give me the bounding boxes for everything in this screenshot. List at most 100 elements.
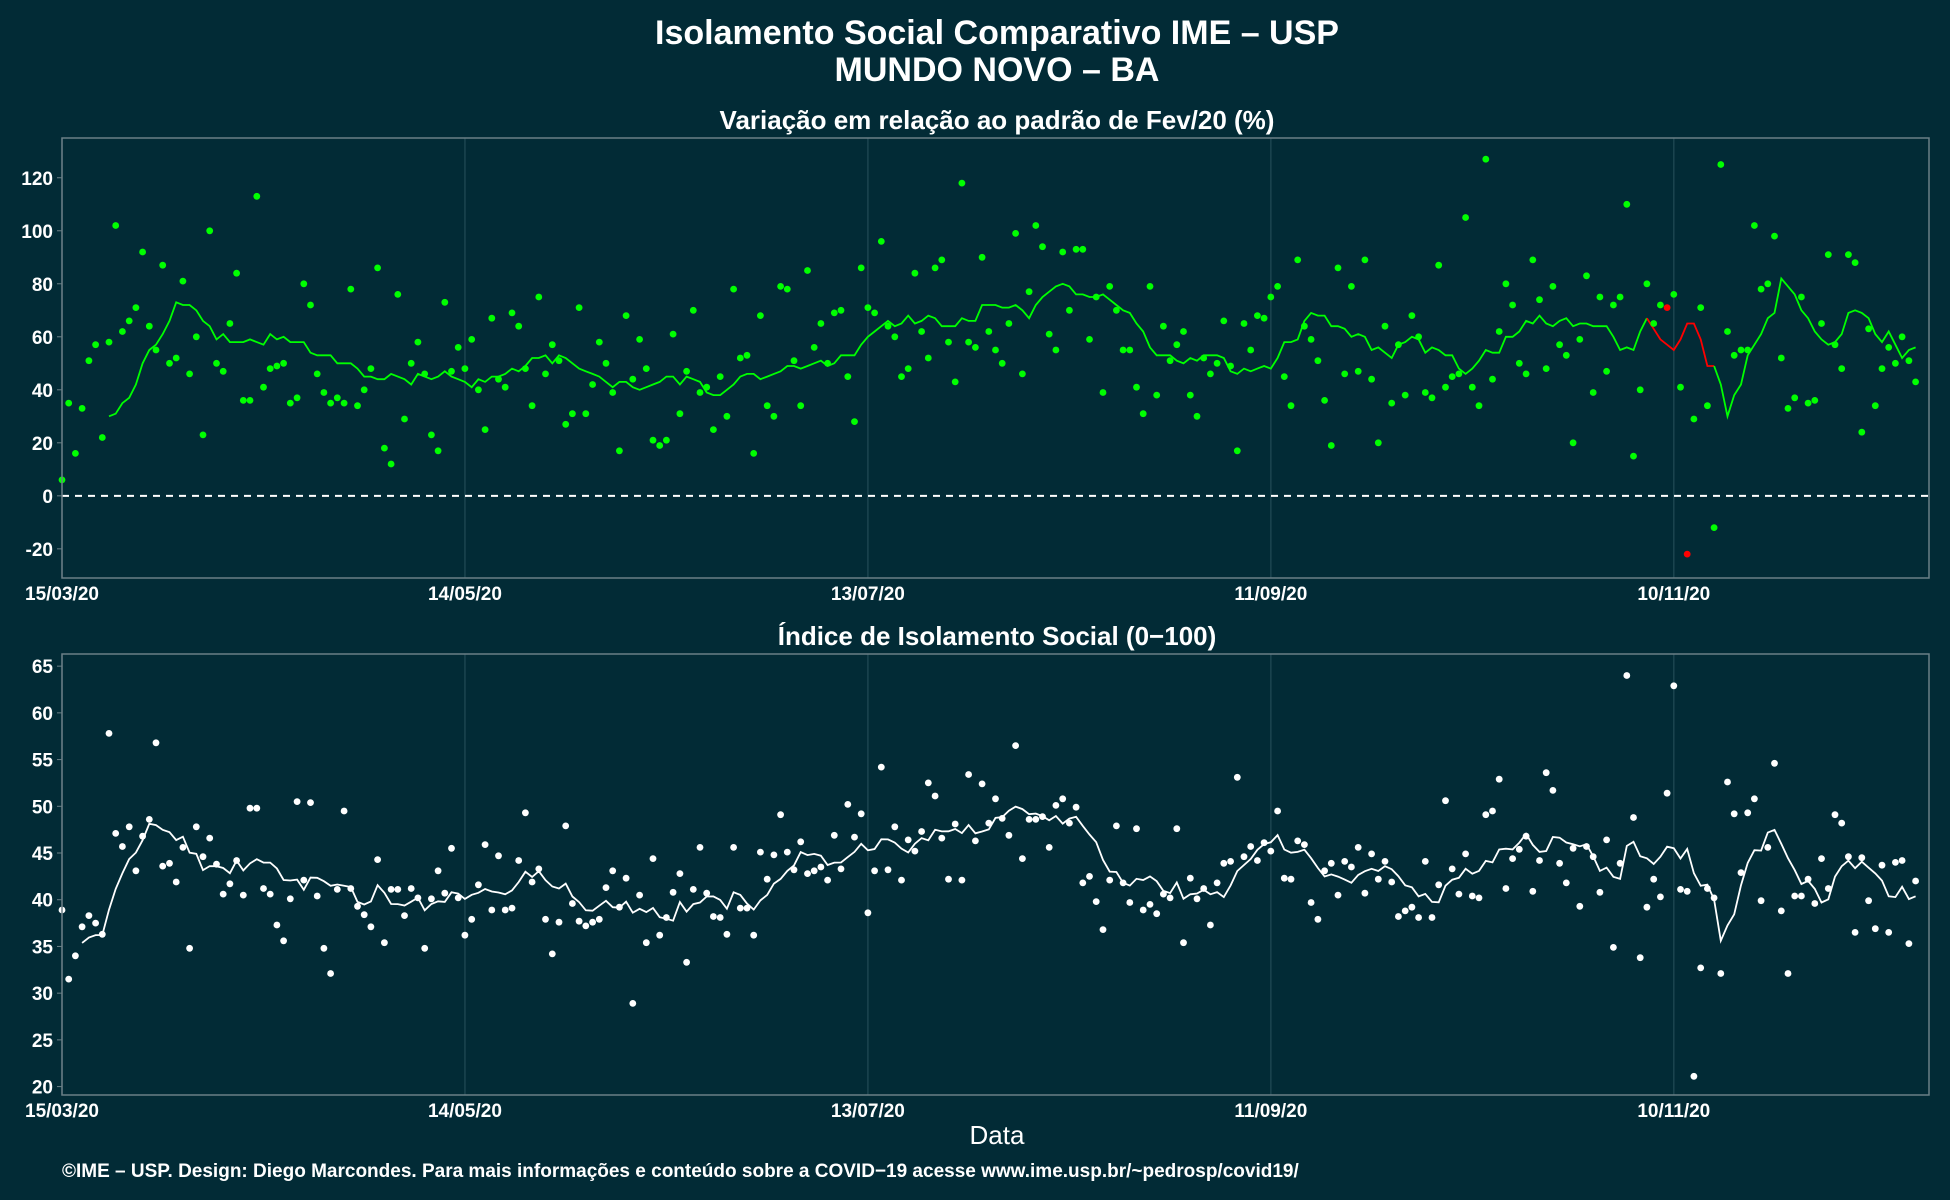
- data-point: [253, 804, 261, 812]
- data-point: [1757, 285, 1765, 293]
- data-point: [1710, 894, 1718, 902]
- data-point: [1227, 362, 1234, 370]
- data-point: [488, 314, 496, 322]
- data-point: [1730, 810, 1738, 818]
- data-point: [1260, 839, 1268, 847]
- y-tick-label: 55: [32, 751, 54, 772]
- data-point: [804, 870, 811, 877]
- data-point: [1536, 296, 1543, 304]
- data-point: [340, 399, 348, 407]
- data-point: [1885, 929, 1893, 936]
- data-point: [1912, 378, 1919, 386]
- data-point: [783, 285, 791, 293]
- data-point: [1032, 816, 1040, 823]
- data-point: [1569, 439, 1577, 447]
- data-point: [407, 359, 415, 367]
- data-point: [1066, 819, 1073, 827]
- data-point: [1898, 857, 1906, 864]
- data-point: [300, 280, 308, 288]
- data-point: [78, 923, 86, 931]
- x-tick-label: 11/09/20: [1234, 584, 1307, 605]
- panel-2-title: Índice de Isolamento Social (0−100): [778, 621, 1217, 651]
- data-point: [636, 891, 643, 899]
- data-point: [1905, 357, 1913, 365]
- data-point: [414, 338, 422, 346]
- data-point: [1824, 885, 1832, 892]
- data-point: [1435, 261, 1443, 269]
- data-point: [723, 930, 731, 938]
- data-point: [582, 922, 590, 930]
- data-point: [1690, 415, 1698, 423]
- data-point: [1670, 291, 1678, 298]
- data-point: [1307, 899, 1315, 906]
- data-point: [810, 344, 818, 351]
- data-point: [1871, 402, 1879, 410]
- data-point: [1341, 370, 1349, 378]
- data-point: [219, 890, 227, 898]
- data-point: [1388, 399, 1396, 407]
- data-point: [1361, 256, 1369, 264]
- data-point: [1542, 769, 1550, 777]
- data-point: [1180, 939, 1187, 947]
- data-point: [790, 866, 798, 874]
- data-point: [1019, 370, 1026, 378]
- data-point: [716, 914, 724, 921]
- data-point: [824, 359, 831, 367]
- data-point: [1791, 892, 1799, 900]
- data-point: [569, 900, 576, 907]
- data-point: [1428, 914, 1436, 921]
- data-point: [1005, 831, 1013, 839]
- data-point: [65, 399, 73, 407]
- data-point: [1448, 373, 1456, 380]
- data-point: [1730, 351, 1738, 359]
- data-point: [1784, 405, 1792, 412]
- data-point: [918, 328, 925, 335]
- data-point: [1213, 879, 1221, 887]
- data-point: [830, 309, 838, 317]
- data-point: [1670, 682, 1678, 690]
- data-point: [575, 304, 583, 311]
- data-point: [1207, 921, 1214, 929]
- data-point: [347, 885, 355, 892]
- data-point: [696, 844, 704, 851]
- data-point: [199, 853, 207, 861]
- data-point: [1039, 813, 1046, 820]
- data-point: [770, 851, 778, 859]
- data-point: [273, 921, 281, 929]
- data-point: [105, 730, 113, 737]
- data-point: [1133, 825, 1140, 833]
- data-point: [475, 386, 482, 394]
- data-point: [1274, 807, 1281, 815]
- data-point: [669, 330, 677, 338]
- data-point: [1784, 970, 1792, 977]
- data-point: [1556, 859, 1563, 867]
- data-point: [1509, 855, 1516, 862]
- data-point: [1092, 293, 1100, 301]
- data-point: [1327, 859, 1335, 867]
- data-point: [1280, 373, 1288, 380]
- data-point: [1180, 328, 1187, 335]
- data-point: [1294, 837, 1302, 845]
- data-point: [985, 819, 993, 827]
- data-point: [273, 362, 281, 370]
- data-point: [575, 917, 583, 925]
- data-point: [1442, 797, 1449, 805]
- data-point: [85, 357, 93, 365]
- y-tick-label: 65: [32, 657, 54, 678]
- data-point: [1052, 802, 1060, 809]
- data-point: [898, 876, 905, 884]
- data-point: [924, 779, 932, 787]
- data-point: [475, 881, 482, 889]
- data-point: [1482, 155, 1490, 163]
- data-point: [1818, 855, 1825, 862]
- data-point: [92, 919, 99, 927]
- data-point: [851, 418, 858, 425]
- data-point: [1039, 243, 1046, 251]
- data-point: [428, 431, 435, 439]
- data-point: [1811, 397, 1819, 404]
- data-point: [710, 913, 717, 920]
- data-point: [125, 317, 133, 325]
- data-point: [1677, 886, 1684, 893]
- data-point: [172, 878, 180, 886]
- data-point: [1173, 825, 1181, 833]
